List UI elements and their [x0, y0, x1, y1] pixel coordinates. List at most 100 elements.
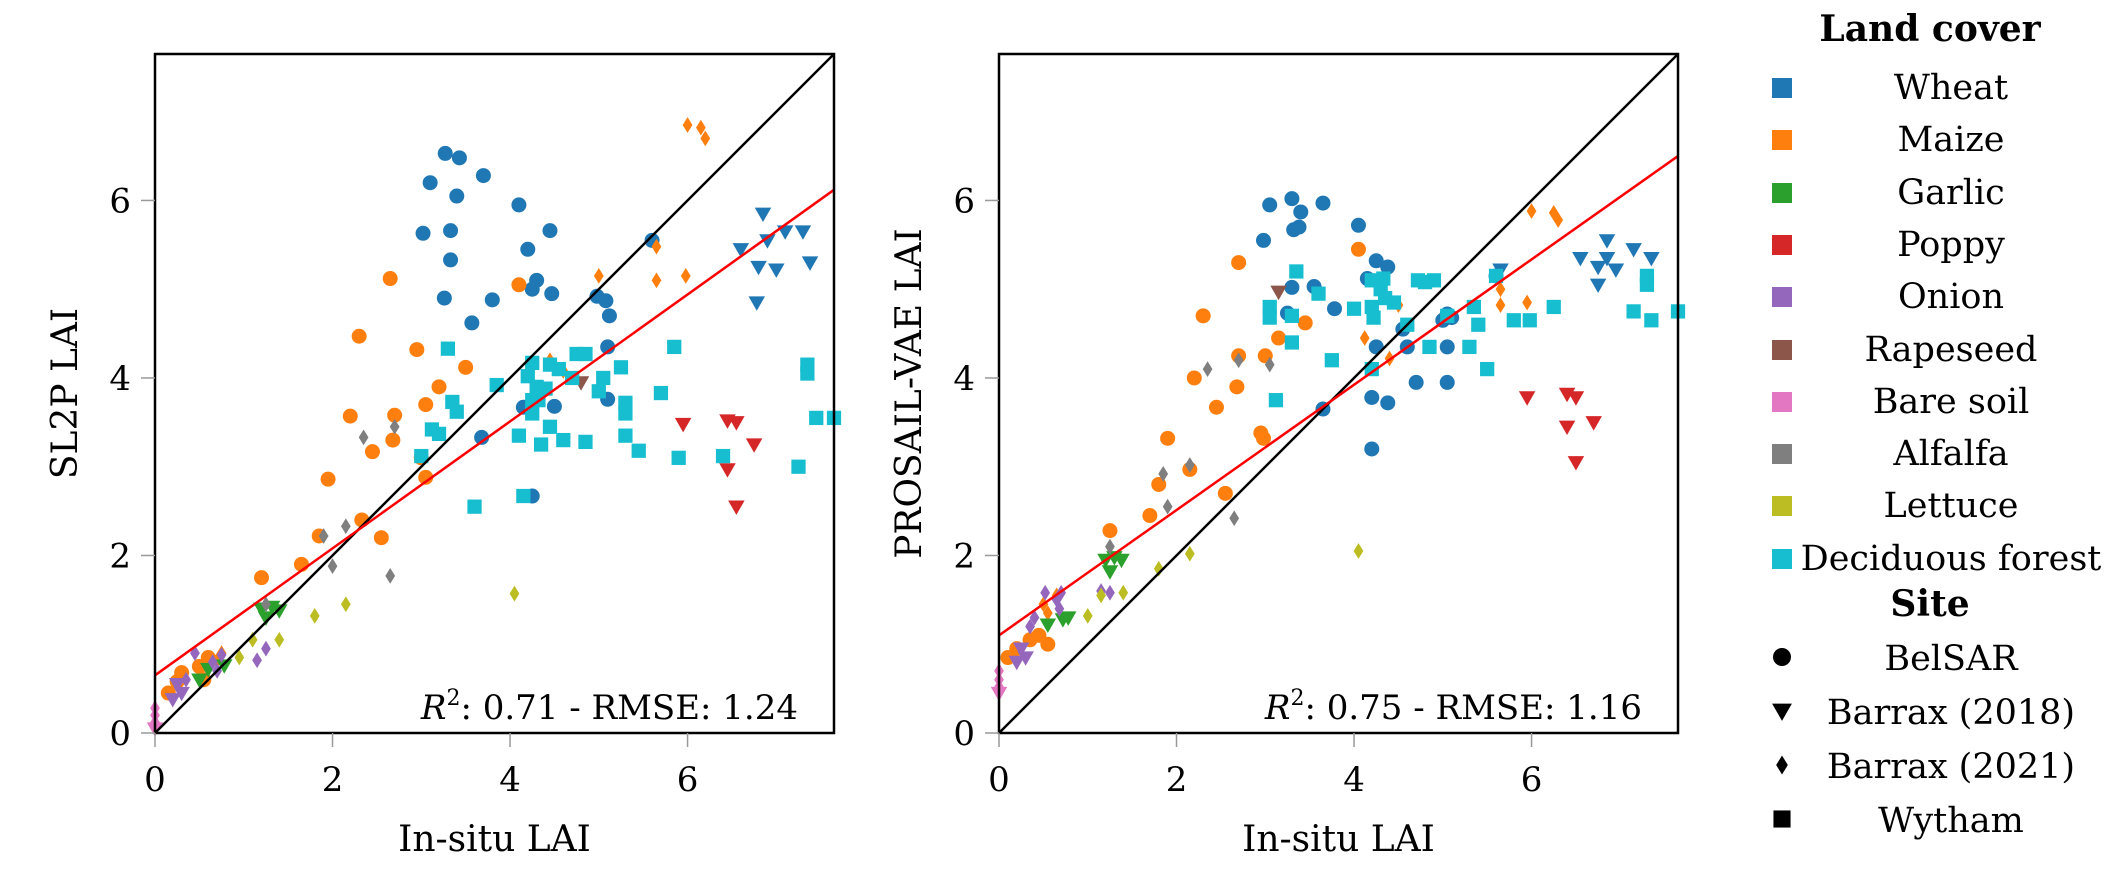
data-point-maize-barrax-2021	[651, 238, 662, 255]
legend-item-alfalfa: Alfalfa	[1760, 430, 2120, 478]
legend-title-site: Site	[1890, 583, 1970, 625]
legend-marker-shape	[1772, 703, 1792, 721]
data-point-wheat-belsar	[1380, 395, 1396, 411]
left-points	[146, 117, 842, 737]
data-point-maize-barrax-2021	[1526, 203, 1537, 219]
data-point-wheat-barrax-2018	[750, 260, 767, 276]
x-tick-label: 4	[1343, 760, 1365, 800]
data-point-wheat-belsar	[600, 339, 616, 355]
data-point-maize-barrax-2021	[593, 268, 604, 284]
x-tick-label: 0	[144, 760, 166, 800]
y-tick-label: 6	[109, 181, 131, 221]
data-point-deciduous-forest-wytham	[525, 355, 540, 371]
data-point-wheat-belsar	[1364, 441, 1380, 457]
legend-marker-shape	[1773, 810, 1791, 828]
data-point-onion-barrax-2021	[1105, 584, 1115, 601]
data-point-onion-barrax-2021	[261, 640, 271, 657]
data-point-wheat-belsar	[1368, 253, 1384, 269]
data-point-maize-belsar	[1195, 308, 1211, 324]
data-point-wheat-barrax-2018	[732, 243, 750, 258]
left-x-axis-label: In-situ LAI	[398, 819, 591, 860]
data-point-deciduous-forest-wytham	[1471, 317, 1486, 332]
left-identity-line	[154, 53, 835, 734]
legend-marker-circle-icon	[1773, 648, 1791, 666]
x-tick-label: 2	[322, 760, 344, 800]
data-point-maize-belsar	[385, 432, 401, 448]
data-point-wheat-belsar	[1262, 197, 1278, 213]
data-point-maize-barrax-2021	[1359, 330, 1370, 346]
legend-marker-shape	[1776, 755, 1788, 775]
data-point-maize-belsar	[373, 530, 389, 546]
data-point-wheat-belsar	[1439, 374, 1455, 390]
data-point-deciduous-forest-wytham	[1506, 313, 1521, 328]
data-point-alfalfa-barrax-2021	[1105, 538, 1115, 555]
data-point-onion-barrax-2018	[1012, 642, 1030, 657]
x-tick-label: 0	[988, 760, 1010, 800]
data-point-deciduous-forest-wytham	[715, 448, 731, 464]
data-point-wheat-belsar	[443, 252, 459, 268]
data-point-onion-barrax-2021	[252, 652, 262, 669]
data-point-deciduous-forest-wytham	[1546, 299, 1561, 315]
data-point-deciduous-forest-wytham	[800, 366, 815, 381]
data-point-lettuce-barrax-2021	[340, 596, 351, 613]
data-point-deciduous-forest-wytham	[1644, 313, 1659, 328]
data-point-maize-belsar	[418, 469, 434, 485]
data-point-wheat-belsar	[546, 398, 562, 414]
data-point-deciduous-forest-wytham	[1440, 308, 1455, 323]
legend-label: BelSAR	[1884, 639, 2018, 679]
data-point-poppy-barrax-2018	[1567, 456, 1585, 471]
data-point-lettuce-barrax-2021	[1153, 560, 1164, 577]
y-tick-label: 2	[109, 536, 131, 576]
legend-swatch-lettuce	[1772, 496, 1792, 517]
data-point-onion-barrax-2021	[1025, 618, 1035, 635]
y-tick-label: 4	[109, 359, 131, 399]
data-point-wheat-belsar	[1327, 301, 1343, 317]
data-point-deciduous-forest-wytham	[618, 428, 633, 443]
data-point-deciduous-forest-wytham	[1466, 299, 1481, 315]
data-point-lettuce-barrax-2021	[1096, 587, 1106, 604]
data-point-maize-belsar	[1255, 430, 1271, 446]
data-point-wheat-belsar	[1315, 195, 1331, 211]
data-point-wheat-belsar	[1255, 232, 1271, 248]
data-point-wheat-barrax-2018	[794, 225, 812, 240]
legend-swatch-poppy	[1772, 234, 1792, 255]
data-point-deciduous-forest-wytham	[516, 488, 531, 504]
legend-marker-shape	[1773, 648, 1791, 666]
data-point-wheat-belsar	[1439, 339, 1455, 355]
data-point-maize-belsar	[1217, 485, 1233, 501]
data-point-alfalfa-barrax-2021	[261, 596, 271, 613]
data-point-maize-belsar	[387, 407, 403, 423]
data-point-lettuce-barrax-2021	[509, 585, 520, 602]
right-metrics-annotation: R2: 0.75 - RMSE: 1.16	[1264, 686, 1642, 728]
legend-marker-square-icon	[1773, 810, 1791, 828]
data-point-wheat-belsar	[601, 308, 617, 324]
data-point-alfalfa-barrax-2021	[318, 528, 329, 544]
data-point-wheat-barrax-2018	[748, 296, 766, 311]
data-point-onion-barrax-2018	[164, 693, 182, 708]
data-point-maize-barrax-2021	[1495, 297, 1506, 314]
legend: Land cover Wheat Maize Garlic Poppy Onion Rap…	[1760, 0, 2120, 895]
left-r2-sup: 2	[446, 686, 460, 711]
left-metrics-text: : 0.71 - RMSE: 1.24	[460, 688, 798, 728]
data-point-deciduous-forest-wytham	[1324, 353, 1339, 368]
data-point-maize-belsar	[1102, 523, 1118, 539]
legend-label: Barrax (2018)	[1826, 693, 2076, 733]
legend-label: Alfalfa	[1893, 434, 2009, 475]
data-point-wheat-belsar	[436, 290, 452, 306]
legend-swatch-alfalfa	[1772, 444, 1792, 465]
data-point-maize-belsar	[254, 570, 270, 586]
data-point-deciduous-forest-wytham	[431, 426, 447, 442]
legend-item-wytham: Wytham	[1760, 797, 2120, 845]
left-y-axis-label: SL2P LAI	[45, 308, 86, 479]
data-point-wheat-belsar	[1284, 279, 1300, 295]
data-point-deciduous-forest-wytham	[1410, 273, 1426, 288]
data-point-deciduous-forest-wytham	[1366, 310, 1381, 325]
data-point-wheat-belsar	[474, 429, 490, 445]
data-point-deciduous-forest-wytham	[1268, 393, 1284, 408]
left-metrics-annotation: R2: 0.71 - RMSE: 1.24	[420, 686, 798, 728]
data-point-maize-belsar	[1142, 508, 1158, 524]
legend-label: Maize	[1897, 120, 2005, 161]
data-point-wheat-belsar	[1291, 219, 1307, 235]
right-points	[990, 191, 1686, 702]
data-point-maize-belsar	[320, 471, 336, 487]
